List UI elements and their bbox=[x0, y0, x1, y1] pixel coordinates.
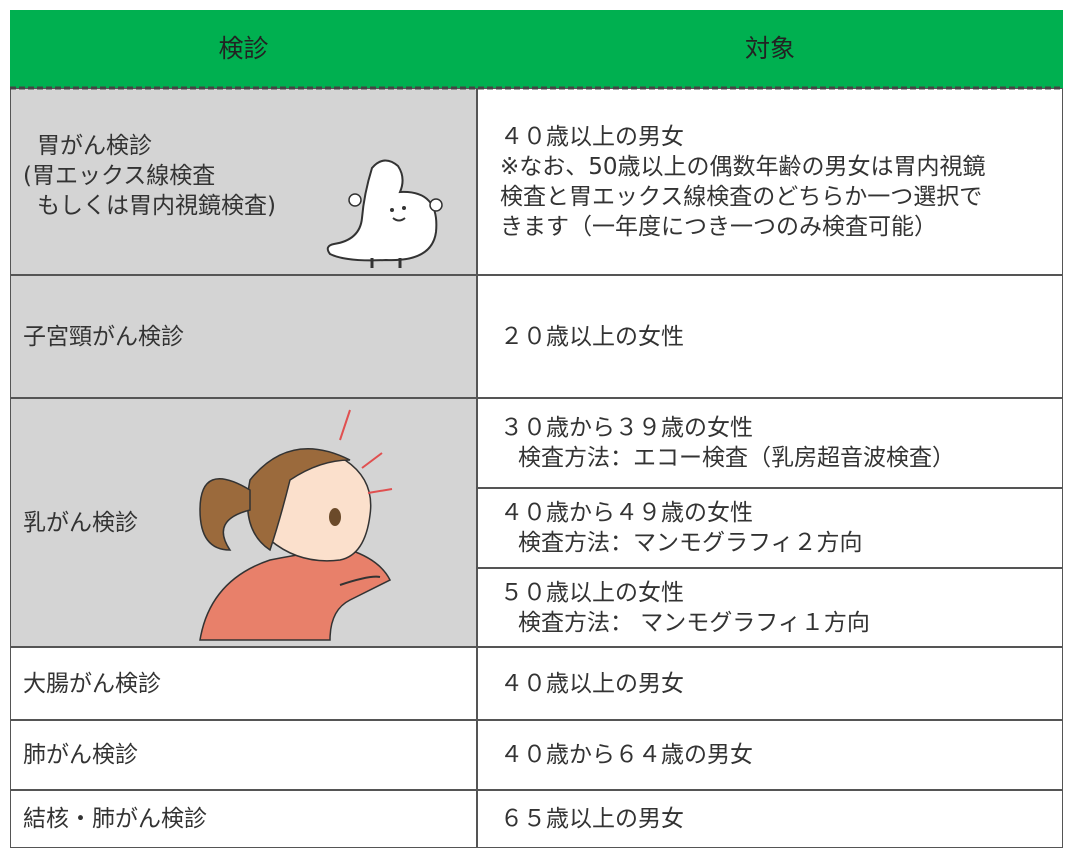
exam-cell: 胃がん検診 (胃エックス線検査もしくは胃内視鏡検査) bbox=[10, 88, 477, 275]
text-line: 結核・肺がん検診 bbox=[23, 806, 207, 832]
target-cell: ４０歳から６４歳の男女 bbox=[477, 720, 1063, 790]
exam-cell: 結核・肺がん検診 bbox=[10, 790, 477, 848]
text-line: ４０歳以上の男女 bbox=[500, 670, 684, 697]
text-line: 検診 bbox=[218, 34, 269, 63]
target-cell: ３０歳から３９歳の女性検査方法：エコー検査（乳房超音波検査） bbox=[477, 398, 1063, 488]
target-cell: ４０歳から４９歳の女性検査方法：マンモグラフィ２方向 bbox=[477, 488, 1063, 568]
text-line: 検査方法： マンモグラフィ１方向 bbox=[518, 609, 870, 636]
text-line: (胃エックス線検査 bbox=[23, 163, 216, 189]
text-line: ２０歳以上の女性 bbox=[500, 323, 684, 350]
text-line: 子宮頸がん検診 bbox=[23, 323, 184, 350]
text-line: 対象 bbox=[744, 34, 795, 63]
exam-cell: 肺がん検診 bbox=[10, 720, 477, 790]
text-line: 検査方法：エコー検査（乳房超音波検査） bbox=[518, 445, 955, 471]
text-line: 大腸がん検診 bbox=[23, 670, 161, 697]
exam-cell: 大腸がん検診 bbox=[10, 647, 477, 720]
text-line: ４０歳以上の男女 bbox=[500, 123, 684, 150]
target-cell: ４０歳以上の男女 ※なお、50歳以上の偶数年齢の男女は胃内視鏡 検査と胃エックス線検… bbox=[477, 88, 1063, 275]
header-cell: 検診 bbox=[10, 10, 477, 88]
text-line: 胃がん検診 bbox=[37, 133, 152, 159]
text-line: ※なお、50歳以上の偶数年齢の男女は胃内視鏡 bbox=[500, 153, 986, 180]
text-line: ３０歳から３９歳の女性 bbox=[500, 415, 753, 441]
header-cell: 対象 bbox=[477, 10, 1063, 88]
text-line: ４０歳から６４歳の男女 bbox=[500, 742, 753, 768]
text-line: もしくは胃内視鏡検査) bbox=[37, 193, 276, 219]
text-line: 乳がん検診 bbox=[23, 509, 138, 536]
target-cell: ４０歳以上の男女 bbox=[477, 647, 1063, 720]
target-cell: ６５歳以上の男女 bbox=[477, 790, 1063, 848]
text-line: ４０歳から４９歳の女性 bbox=[500, 500, 753, 526]
target-cell: ５０歳以上の女性検査方法： マンモグラフィ１方向 bbox=[477, 568, 1063, 647]
text-line: ６５歳以上の男女 bbox=[500, 806, 684, 832]
text-line: 肺がん検診 bbox=[23, 742, 138, 768]
text-line: ５０歳以上の女性 bbox=[500, 579, 684, 606]
text-line: 検査方法：マンモグラフィ２方向 bbox=[518, 530, 863, 556]
target-cell: ２０歳以上の女性 bbox=[477, 275, 1063, 398]
exam-cell: 子宮頸がん検診 bbox=[10, 275, 477, 398]
text-line: きます（一年度につき一つのみ検査可能） bbox=[500, 213, 937, 240]
exam-cell: 乳がん検診 bbox=[10, 398, 477, 647]
text-line: 検査と胃エックス線検査のどちらか一つ選択で bbox=[500, 183, 983, 210]
